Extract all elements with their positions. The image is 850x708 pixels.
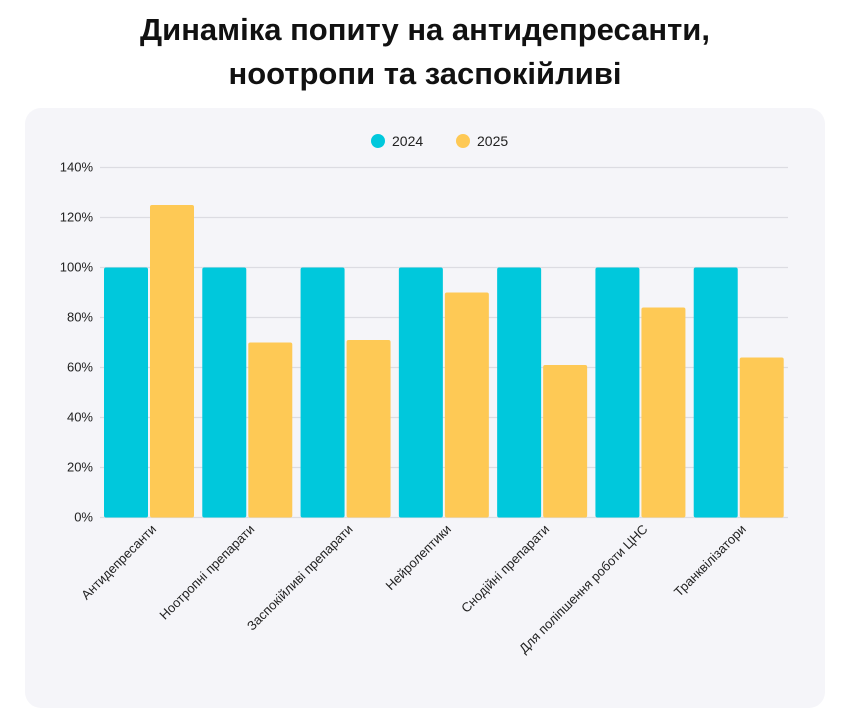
bar-2024	[300, 267, 345, 518]
x-tick-label: Заспокійливі препарати	[244, 522, 356, 634]
bar-chart: 0% 20% 40% 60% 80% 100% 120% 140% 2024 2025 Антиде…	[60, 133, 788, 656]
legend-label: 2025	[477, 133, 508, 149]
y-tick-label: 140%	[60, 160, 94, 175]
bar-2024	[398, 267, 443, 518]
bar-2025	[641, 307, 686, 518]
x-tick-label: Ноотропні препарати	[156, 522, 257, 623]
y-tick-label: 20%	[67, 460, 93, 475]
y-tick-label: 60%	[67, 360, 93, 375]
chart-title: Динаміка попиту на антидепресанти, ноотр…	[0, 8, 850, 96]
bar-2024	[497, 267, 542, 518]
bar-2024	[595, 267, 640, 518]
bar-2025	[543, 365, 588, 518]
legend-label: 2024	[392, 133, 423, 149]
x-tick-label: Антидепресанти	[78, 522, 159, 603]
y-tick-label: 80%	[67, 310, 93, 325]
bar-2024	[693, 267, 738, 518]
y-tick-label: 0%	[74, 510, 93, 525]
x-tick-label: Транквілізатори	[671, 522, 749, 600]
bar-2025	[248, 342, 293, 518]
y-tick-label: 120%	[60, 210, 94, 225]
title-line-1: Динаміка попиту на антидепресанти,	[140, 12, 710, 47]
legend-marker	[456, 134, 470, 148]
y-tick-label: 100%	[60, 260, 94, 275]
bar-2025	[739, 357, 784, 518]
y-tick-label: 40%	[67, 410, 93, 425]
x-tick-label: Снодійні препарати	[458, 522, 552, 616]
bar-2025	[346, 340, 391, 518]
title-line-2: ноотропи та заспокійливі	[228, 56, 622, 91]
bar-2025	[150, 205, 194, 518]
x-tick-label: Нейролептики	[383, 522, 454, 593]
bar-2024	[104, 267, 148, 518]
bar-2025	[444, 292, 489, 518]
bar-2024	[202, 267, 247, 518]
legend-marker	[371, 134, 385, 148]
